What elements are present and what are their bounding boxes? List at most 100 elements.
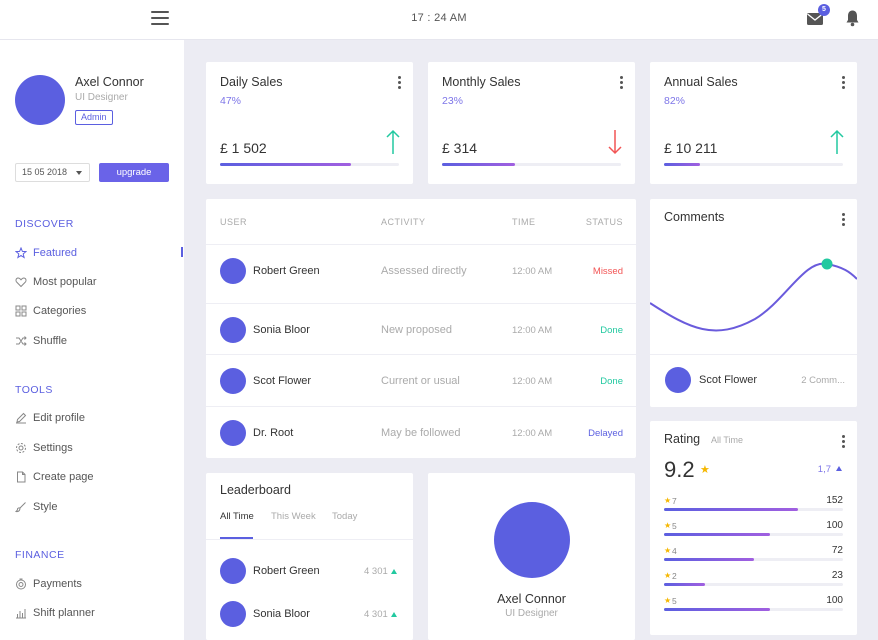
row-time: 12:00 AM [512, 325, 553, 336]
comments-wave [650, 258, 857, 332]
sidebar-item-create-page[interactable]: Create page [15, 469, 94, 485]
sidebar-item-label: Settings [33, 442, 73, 454]
sidebar-item-settings[interactable]: Settings [15, 440, 73, 456]
rating-count: 152 [826, 495, 843, 506]
rating-level: 7 [672, 496, 677, 506]
top-bar: 17 : 24 AM 5 [0, 0, 878, 40]
sidebar-item-shift-planner[interactable]: Shift planner [15, 605, 95, 621]
row-user: Robert Green [253, 265, 320, 277]
row-time: 12:00 AM [512, 266, 553, 277]
more-icon[interactable] [842, 435, 846, 449]
row-status: Done [600, 325, 623, 336]
rating-row: ★ 7 152 [664, 495, 843, 518]
avatar[interactable] [15, 75, 65, 125]
card-title: Monthly Sales [442, 75, 521, 89]
annual-sales-card: Annual Sales 82% £ 10 211 [650, 62, 857, 184]
sidebar-item-payments[interactable]: Payments [15, 576, 82, 592]
upgrade-button[interactable]: upgrade [99, 163, 169, 182]
sales-progress-track [220, 163, 399, 166]
sales-amount: £ 1 502 [220, 140, 267, 156]
sidebar-item-style[interactable]: Style [15, 499, 57, 515]
daily-sales-card: Daily Sales 47% £ 1 502 [206, 62, 413, 184]
row-user: Dr. Root [253, 427, 294, 439]
avatar [220, 258, 246, 284]
card-title: Leaderboard [220, 483, 291, 497]
arrow-down-icon [608, 130, 622, 155]
rating-track [664, 533, 843, 536]
sales-percent: 82% [664, 95, 686, 107]
rating-value: 9.2 [664, 457, 695, 482]
rating-track [664, 508, 843, 511]
sidebar-item-featured[interactable]: Featured [15, 245, 77, 261]
table-row[interactable]: Robert Green Assessed directly 12:00 AM … [206, 244, 636, 296]
tab-all-time[interactable]: All Time [220, 511, 254, 522]
tab-this-week[interactable]: This Week [271, 511, 316, 522]
file-icon [15, 471, 27, 483]
active-item-marker [181, 247, 183, 257]
more-icon[interactable] [398, 76, 402, 90]
avatar[interactable] [494, 502, 570, 578]
row-status: Delayed [588, 428, 623, 439]
rating-fill [664, 508, 799, 511]
activity-table: USER ACTIVITY TIME STATUS Robert Green A… [206, 199, 636, 458]
sales-progress-fill [220, 163, 351, 166]
star-icon [15, 247, 27, 259]
avatar [665, 367, 691, 393]
shuffle-icon [15, 335, 27, 347]
star-icon: ★ [700, 464, 710, 476]
sidebar-item-label: Featured [33, 247, 78, 259]
comment-count: 2 Comm... [801, 375, 845, 386]
comment-item[interactable]: Scot Flower 2 Comm... [650, 354, 857, 408]
rating-level: 5 [672, 596, 677, 606]
row-activity: New proposed [381, 324, 452, 336]
more-icon[interactable] [842, 76, 846, 90]
card-title: Annual Sales [664, 75, 738, 89]
comment-user: Scot Flower [699, 374, 758, 386]
sidebar-item-most-popular[interactable]: Most popular [15, 274, 97, 290]
rating-count: 72 [831, 545, 843, 556]
sidebar: Axel Connor UI Designer Admin 15 05 2018… [0, 40, 184, 640]
more-icon[interactable] [620, 76, 624, 90]
user-role: UI Designer [75, 92, 128, 103]
profile-role: UI Designer [505, 608, 558, 619]
sales-progress-track [664, 163, 843, 166]
sidebar-item-label: Edit profile [33, 412, 85, 424]
leaderboard-card: Leaderboard All Time This Week Today Rob… [206, 473, 413, 640]
chevron-down-icon [76, 171, 82, 175]
table-row[interactable]: Scot Flower Current or usual 12:00 AM Do… [206, 354, 636, 406]
triangle-up-icon [836, 466, 842, 471]
sidebar-item-edit-profile[interactable]: Edit profile [15, 410, 85, 426]
mail-icon[interactable] [806, 10, 824, 26]
table-row[interactable]: Dr. Root May be followed 12:00 AM Delaye… [206, 406, 636, 458]
sidebar-item-label: Shuffle [33, 335, 68, 347]
divider [206, 539, 413, 540]
bell-icon[interactable] [845, 9, 860, 27]
rating-row: ★ 5 100 [664, 520, 843, 543]
profile-name: Axel Connor [497, 592, 566, 606]
user-name: Axel Connor [75, 75, 144, 89]
comments-card: Comments Scot Flower 2 Comm... [650, 199, 857, 407]
sales-percent: 47% [220, 95, 242, 107]
card-title: Rating [664, 432, 701, 446]
avatar [220, 601, 246, 627]
tab-today[interactable]: Today [332, 511, 358, 522]
sidebar-item-shuffle[interactable]: Shuffle [15, 333, 67, 349]
sales-progress-fill [664, 163, 700, 166]
sidebar-item-label: Shift planner [33, 607, 95, 619]
menu-icon[interactable] [151, 11, 169, 25]
sidebar-item-categories[interactable]: Categories [15, 303, 86, 319]
sidebar-item-label: Create page [33, 471, 94, 483]
row-activity: Current or usual [381, 375, 460, 387]
row-user: Scot Flower [253, 375, 312, 387]
column-header-user: USER [220, 217, 248, 227]
coins-icon [15, 578, 27, 590]
date-select[interactable]: 15 05 2018 [15, 163, 90, 182]
rating-level: 4 [672, 546, 677, 556]
monthly-sales-card: Monthly Sales 23% £ 314 [428, 62, 635, 184]
table-row[interactable]: Sonia Bloor New proposed 12:00 AM Done [206, 303, 636, 355]
avatar [220, 368, 246, 394]
sales-progress-track [442, 163, 621, 166]
row-time: 12:00 AM [512, 428, 553, 439]
more-icon[interactable] [842, 213, 846, 227]
wave-point[interactable] [821, 258, 833, 270]
